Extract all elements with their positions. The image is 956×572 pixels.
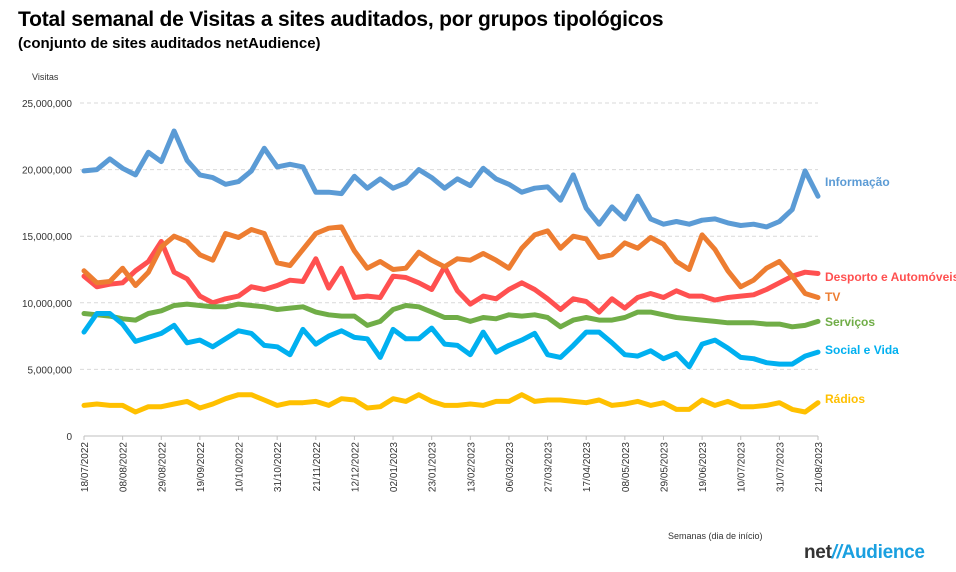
- series-line-informacao: [81, 128, 821, 230]
- x-tick-label: 18/07/2022: [80, 442, 91, 492]
- x-tick-label: 19/06/2023: [698, 442, 709, 492]
- series-label-radios: Rádios: [825, 392, 865, 406]
- x-axis-label: Semanas (dia de início): [668, 531, 763, 541]
- x-tick-label: 31/10/2022: [273, 442, 284, 492]
- chart-subtitle: (conjunto de sites auditados netAudience…: [18, 35, 321, 52]
- series-line-desporto-e-automoveis: [81, 239, 821, 315]
- series-line-tv: [81, 224, 821, 300]
- netaudience-logo: net//Audience: [804, 542, 925, 564]
- series-label-servicos: Serviços: [825, 315, 875, 329]
- x-tick-label: 23/01/2023: [428, 442, 439, 492]
- logo-slash: //: [831, 542, 842, 563]
- x-tick-label: 10/07/2023: [737, 442, 748, 492]
- series-label-social-e-vida: Social e Vida: [825, 343, 899, 357]
- series-line-servicos: [81, 301, 821, 330]
- logo-brand: Audience: [841, 542, 925, 563]
- y-tick-label: 0: [66, 432, 72, 443]
- x-tick-label: 21/08/2023: [814, 442, 825, 492]
- logo-prefix: net: [804, 542, 832, 563]
- x-tick-label: 27/03/2023: [544, 442, 555, 492]
- x-tick-label: 17/04/2023: [582, 442, 593, 492]
- x-tick-label: 10/10/2022: [235, 442, 246, 492]
- x-tick-label: 06/03/2023: [505, 442, 516, 492]
- y-tick-label: 25,000,000: [22, 99, 72, 110]
- series-label-tv: TV: [825, 290, 840, 304]
- y-tick-label: 10,000,000: [22, 299, 72, 310]
- x-tick-label: 12/12/2022: [350, 442, 361, 492]
- x-tick-label: 21/11/2022: [312, 442, 323, 492]
- series-line-social-e-vida: [81, 311, 821, 370]
- x-tick-label: 13/02/2023: [466, 442, 477, 492]
- x-tick-label: 29/05/2023: [659, 442, 670, 492]
- y-tick-label: 15,000,000: [22, 232, 72, 243]
- x-tick-label: 08/08/2022: [119, 442, 130, 492]
- series-line-radios: [81, 392, 821, 415]
- x-tick-label: 29/08/2022: [157, 442, 168, 492]
- y-axis-label: Visitas: [32, 72, 59, 82]
- series-label-desporto-e-automoveis: Desporto e Automóveis: [825, 270, 956, 284]
- x-tick-label: 31/07/2023: [775, 442, 786, 492]
- series-label-informacao: Informação: [825, 175, 890, 189]
- y-tick-label: 5,000,000: [28, 365, 73, 376]
- x-tick-label: 19/09/2022: [196, 442, 207, 492]
- x-tick-label: 02/01/2023: [389, 442, 400, 492]
- x-tick-label: 08/05/2023: [621, 442, 632, 492]
- chart-title: Total semanal de Visitas a sites auditad…: [18, 8, 664, 31]
- y-tick-label: 20,000,000: [22, 166, 72, 177]
